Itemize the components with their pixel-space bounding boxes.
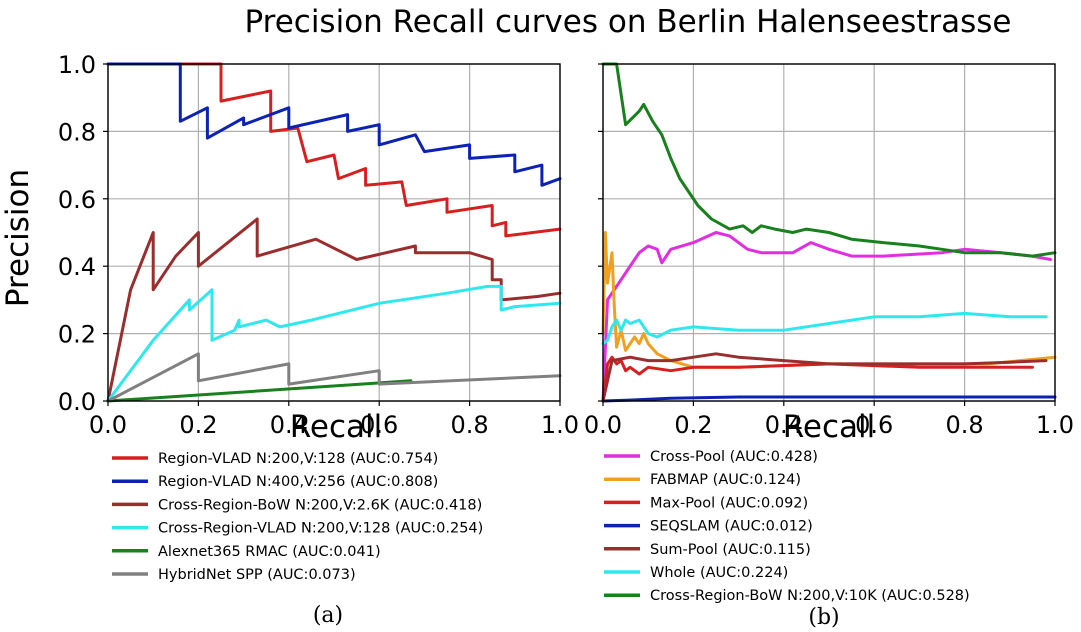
x-tick-label: 0.0 — [89, 411, 127, 439]
legend-item: Cross-Region-BoW N:200,V:2.6K (AUC:0.418… — [112, 497, 482, 513]
series-line-5 — [601, 352, 1048, 403]
series-b — [601, 62, 1057, 403]
x-tick-label: 0.4 — [270, 411, 308, 439]
legend-label: Region-VLAD N:200,V:128 (AUC:0.754) — [158, 451, 438, 467]
legend-label: Cross-Region-BoW N:200,V:2.6K (AUC:0.418… — [158, 497, 482, 513]
axes-frame-b — [602, 63, 1056, 402]
series-a — [106, 62, 562, 403]
y-tick-label: 1.0 — [58, 51, 96, 79]
figure-title: Precision Recall curves on Berlin Halens… — [244, 4, 1011, 40]
x-tick-label: 0.8 — [946, 411, 984, 439]
series-line-6 — [106, 352, 562, 403]
series-line-6 — [601, 311, 1048, 346]
legend-label: Cross-Pool (AUC:0.428) — [650, 449, 818, 465]
legend-item: SEQSLAM (AUC:0.012) — [604, 519, 813, 535]
series-line-1 — [601, 231, 1052, 403]
x-tick-label: 0.6 — [855, 411, 893, 439]
y-tick-label: 0.8 — [58, 118, 96, 146]
legend-label: FABMAP (AUC:0.124) — [650, 472, 801, 488]
y-tick-label: 0.2 — [58, 321, 96, 349]
legend-item: Region-VLAD N:400,V:256 (AUC:0.808) — [112, 474, 438, 490]
legend-label: Cross-Region-VLAD N:200,V:128 (AUC:0.254… — [158, 521, 483, 537]
x-axis-label-b: Recall — [783, 409, 876, 445]
caption-b: (b) — [808, 605, 839, 630]
legend-a: Region-VLAD N:200,V:128 (AUC:0.754) Regio… — [112, 451, 483, 583]
legend-item: Cross-Region-BoW N:200,V:10K (AUC:0.528) — [604, 588, 970, 604]
axes-frame-a — [107, 63, 561, 402]
grid-a — [107, 63, 561, 402]
x-tick-label: 0.0 — [584, 411, 622, 439]
x-tick-label: 0.6 — [360, 411, 398, 439]
legend-label: Alexnet365 RMAC (AUC:0.041) — [158, 544, 381, 560]
x-tick-label: 0.4 — [765, 411, 803, 439]
legend-label: SEQSLAM (AUC:0.012) — [650, 519, 813, 535]
legend-item: Region-VLAD N:200,V:128 (AUC:0.754) — [112, 451, 438, 467]
legend-item: Alexnet365 RMAC (AUC:0.041) — [112, 544, 381, 560]
legend-label: HybridNet SPP (AUC:0.073) — [158, 567, 356, 583]
legend-label: Sum-Pool (AUC:0.115) — [650, 542, 811, 558]
series-line-2 — [106, 62, 562, 187]
legend-item: HybridNet SPP (AUC:0.073) — [112, 567, 356, 583]
x-tick-label: 0.2 — [179, 411, 217, 439]
legend-item: Cross-Pool (AUC:0.428) — [604, 449, 818, 465]
legend-b: Cross-Pool (AUC:0.428) FABMAP (AUC:0.124)… — [604, 449, 970, 604]
panel-a: 0.0 0.2 0.4 0.6 0.8 1.0 0.0 0.2 0.4 0.6 0.8 1.0 Pre… — [0, 51, 579, 628]
legend-label: Max-Pool (AUC:0.092) — [650, 495, 808, 511]
x-tick-label: 0.2 — [674, 411, 712, 439]
series-line-1 — [106, 62, 562, 238]
legend-item: FABMAP (AUC:0.124) — [604, 472, 801, 488]
legend-item: Max-Pool (AUC:0.092) — [604, 495, 808, 511]
y-tick-label: 0.0 — [58, 388, 96, 416]
legend-label: Region-VLAD N:400,V:256 (AUC:0.808) — [158, 474, 438, 490]
ticks-a: 0.0 0.2 0.4 0.6 0.8 1.0 0.0 0.2 0.4 0.6 0.8 1.0 — [58, 51, 579, 439]
panel-b: 0.0 0.2 0.4 0.6 0.8 1.0 Recall Cross-Pool (AU… — [584, 62, 1074, 630]
legend-item: Cross-Region-VLAD N:200,V:128 (AUC:0.254… — [112, 521, 483, 537]
legend-label: Whole (AUC:0.224) — [650, 565, 788, 581]
series-line-3 — [106, 217, 562, 403]
y-axis-label-a: Precision — [0, 169, 36, 307]
legend-label: Cross-Region-BoW N:200,V:10K (AUC:0.528) — [650, 588, 970, 604]
x-axis-label-a: Recall — [290, 409, 383, 445]
legend-item: Whole (AUC:0.224) — [604, 565, 788, 581]
y-tick-label: 0.6 — [58, 186, 96, 214]
legend-item: Sum-Pool (AUC:0.115) — [604, 542, 811, 558]
x-tick-label: 1.0 — [541, 411, 579, 439]
series-line-7 — [601, 62, 1057, 258]
x-tick-label: 1.0 — [1036, 411, 1074, 439]
series-line-5 — [106, 379, 413, 403]
series-line-4 — [106, 284, 562, 403]
ticks-b: 0.0 0.2 0.4 0.6 0.8 1.0 — [584, 63, 1074, 439]
y-tick-label: 0.4 — [58, 253, 96, 281]
x-tick-label: 0.8 — [451, 411, 489, 439]
caption-a: (a) — [313, 603, 343, 628]
